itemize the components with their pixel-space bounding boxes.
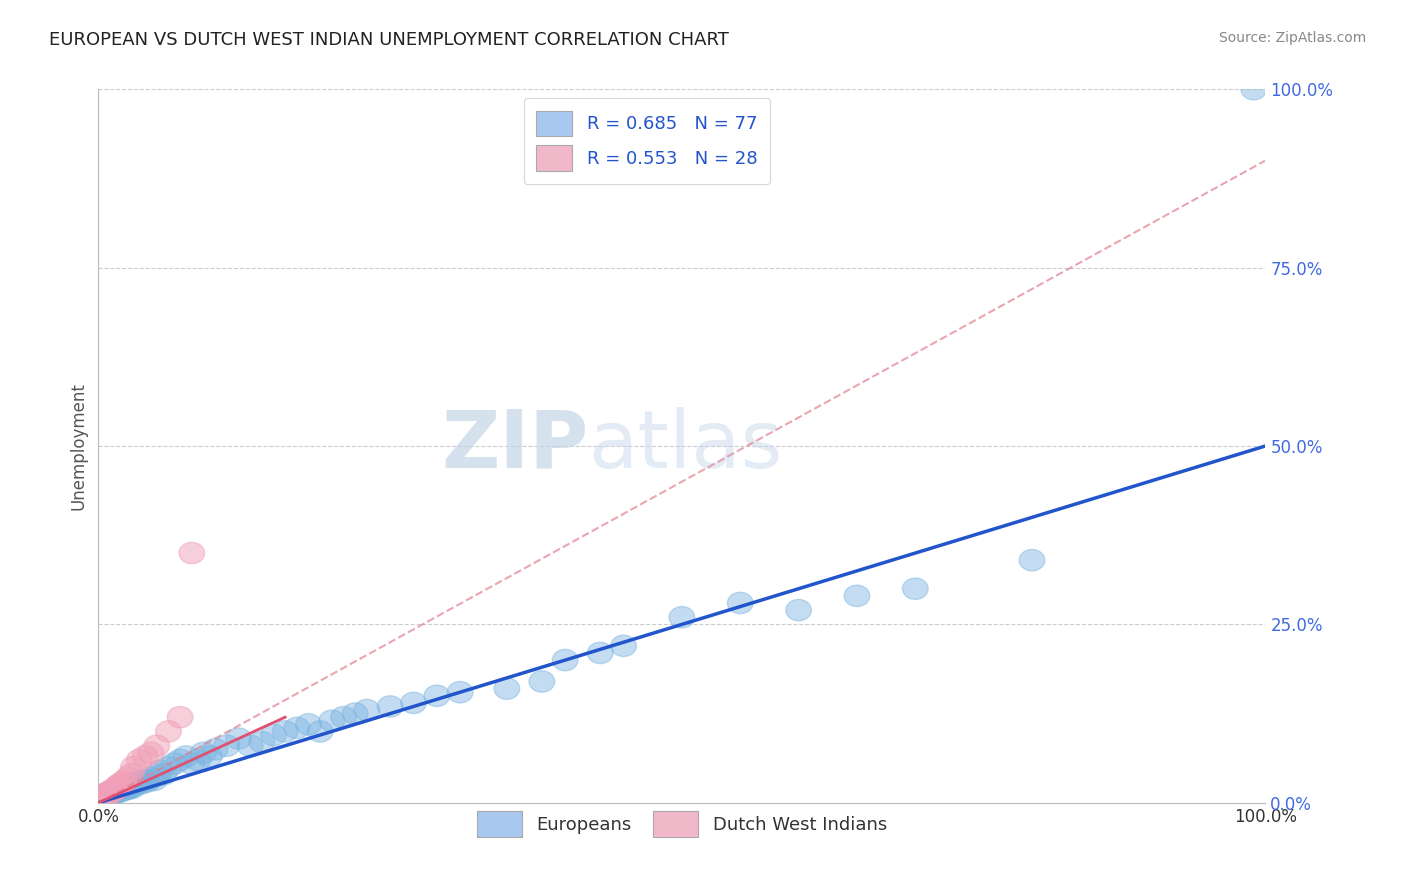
Text: Source: ZipAtlas.com: Source: ZipAtlas.com [1219,31,1367,45]
Legend: Europeans, Dutch West Indians: Europeans, Dutch West Indians [470,804,894,844]
Text: EUROPEAN VS DUTCH WEST INDIAN UNEMPLOYMENT CORRELATION CHART: EUROPEAN VS DUTCH WEST INDIAN UNEMPLOYME… [49,31,730,49]
Text: atlas: atlas [589,407,783,485]
Text: ZIP: ZIP [441,407,589,485]
Y-axis label: Unemployment: Unemployment [69,382,87,510]
